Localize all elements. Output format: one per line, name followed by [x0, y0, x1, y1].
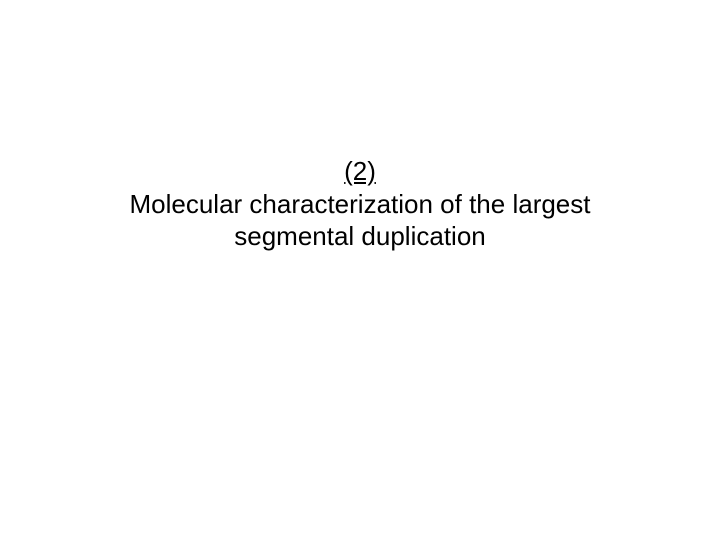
section-number: (2): [344, 155, 376, 188]
title-line-1: Molecular characterization of the larges…: [129, 189, 590, 219]
title-block: (2) Molecular characterization of the la…: [0, 155, 720, 253]
title-line-2: segmental duplication: [234, 221, 486, 251]
slide-container: (2) Molecular characterization of the la…: [0, 0, 720, 540]
